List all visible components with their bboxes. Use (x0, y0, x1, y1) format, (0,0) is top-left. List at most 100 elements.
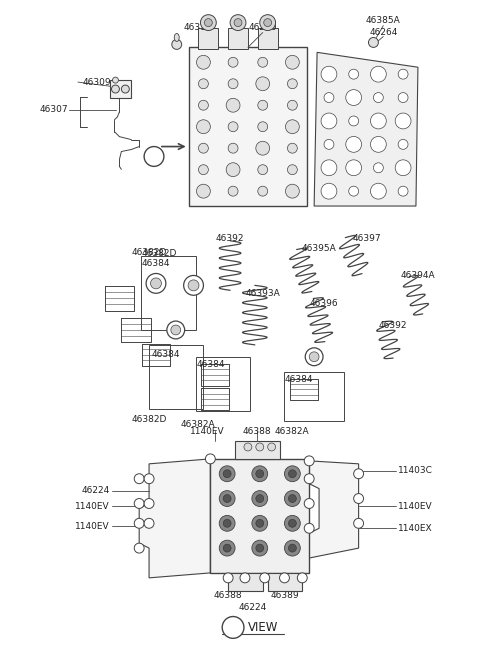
Text: 46382A: 46382A (180, 420, 215, 428)
Circle shape (171, 325, 180, 335)
Circle shape (268, 443, 276, 451)
Circle shape (144, 474, 154, 483)
Circle shape (398, 140, 408, 149)
Text: 46384: 46384 (142, 259, 170, 268)
Circle shape (144, 518, 154, 529)
Bar (235, 441, 279, 459)
Bar (189, 47, 307, 206)
Circle shape (134, 498, 144, 508)
Text: 46264: 46264 (369, 28, 397, 37)
Circle shape (349, 186, 359, 196)
Circle shape (288, 495, 296, 502)
Circle shape (286, 120, 300, 134)
Circle shape (226, 162, 240, 177)
Circle shape (297, 573, 307, 583)
Text: 46388: 46388 (242, 426, 271, 436)
Circle shape (240, 573, 250, 583)
Bar (228, 28, 248, 49)
Circle shape (134, 543, 144, 553)
Circle shape (256, 544, 264, 552)
Circle shape (373, 163, 384, 173)
Text: 46394A: 46394A (401, 271, 435, 280)
Circle shape (228, 57, 238, 67)
Circle shape (219, 515, 235, 531)
Circle shape (288, 164, 297, 175)
Circle shape (258, 57, 268, 67)
Text: 46307: 46307 (40, 105, 69, 115)
Circle shape (371, 183, 386, 199)
Text: 46382A: 46382A (274, 426, 309, 436)
Circle shape (121, 85, 129, 93)
Circle shape (256, 77, 270, 90)
Circle shape (304, 498, 314, 508)
Circle shape (354, 469, 363, 479)
Circle shape (256, 519, 264, 527)
Bar (149, 345, 204, 409)
Circle shape (252, 515, 268, 531)
Circle shape (260, 573, 270, 583)
Circle shape (199, 100, 208, 110)
Circle shape (228, 143, 238, 153)
Circle shape (288, 100, 297, 110)
Circle shape (285, 540, 300, 556)
Circle shape (371, 66, 386, 82)
Text: 46392: 46392 (379, 320, 408, 329)
Circle shape (321, 113, 337, 129)
Circle shape (223, 544, 231, 552)
Text: 11403C: 11403C (398, 466, 433, 476)
Circle shape (349, 69, 359, 79)
Circle shape (188, 280, 199, 291)
Circle shape (304, 456, 314, 466)
Text: 46384: 46384 (196, 360, 225, 369)
Circle shape (288, 544, 296, 552)
Circle shape (354, 494, 363, 504)
Circle shape (288, 79, 297, 88)
Circle shape (258, 164, 268, 175)
Circle shape (172, 39, 182, 49)
Circle shape (279, 573, 289, 583)
Circle shape (219, 491, 235, 506)
Text: 46384: 46384 (152, 350, 180, 359)
Circle shape (252, 491, 268, 506)
Circle shape (321, 160, 337, 176)
Circle shape (226, 98, 240, 112)
Circle shape (371, 113, 386, 129)
Circle shape (286, 184, 300, 198)
Text: 46224: 46224 (239, 603, 267, 612)
Circle shape (196, 120, 210, 134)
Circle shape (244, 443, 252, 451)
Circle shape (304, 474, 314, 483)
Bar (109, 80, 131, 98)
Circle shape (256, 495, 264, 502)
Circle shape (111, 85, 120, 93)
Circle shape (258, 100, 268, 110)
Text: 46382D: 46382D (131, 248, 167, 257)
Circle shape (184, 276, 204, 295)
Text: 1140EV: 1140EV (190, 426, 225, 436)
Circle shape (144, 498, 154, 508)
Text: 46309: 46309 (83, 77, 111, 86)
Circle shape (199, 79, 208, 88)
Circle shape (223, 470, 231, 477)
Circle shape (151, 278, 161, 289)
Circle shape (196, 55, 210, 69)
Circle shape (288, 470, 296, 477)
Text: 46382D: 46382D (132, 415, 167, 424)
Text: 46388: 46388 (214, 591, 242, 600)
Text: 46389: 46389 (270, 591, 299, 600)
Circle shape (205, 454, 216, 464)
Text: 1140EV: 1140EV (398, 502, 433, 511)
Circle shape (304, 523, 314, 533)
Circle shape (354, 518, 363, 529)
Text: A: A (229, 622, 237, 633)
Circle shape (398, 69, 408, 79)
Text: 46396: 46396 (310, 299, 338, 308)
Text: VIEW: VIEW (248, 621, 278, 634)
Circle shape (219, 540, 235, 556)
Text: 46210: 46210 (249, 23, 277, 32)
Polygon shape (314, 52, 418, 206)
Circle shape (258, 122, 268, 132)
Text: 1140EV: 1140EV (75, 502, 109, 511)
Circle shape (373, 92, 384, 103)
Circle shape (369, 37, 378, 47)
